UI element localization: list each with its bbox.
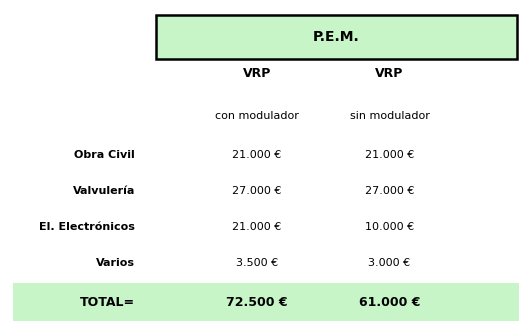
Text: VRP: VRP — [375, 67, 404, 80]
Text: 27.000 €: 27.000 € — [232, 186, 282, 196]
Text: Obra Civil: Obra Civil — [74, 150, 135, 160]
Text: 10.000 €: 10.000 € — [365, 222, 414, 232]
Text: VRP: VRP — [243, 67, 271, 80]
FancyBboxPatch shape — [156, 15, 517, 59]
Text: 3.000 €: 3.000 € — [368, 258, 411, 268]
Text: 72.500 €: 72.500 € — [226, 296, 288, 309]
Text: Valvulería: Valvulería — [73, 186, 135, 196]
Text: 21.000 €: 21.000 € — [233, 150, 281, 160]
Text: con modulador: con modulador — [215, 111, 299, 121]
Text: 21.000 €: 21.000 € — [233, 222, 281, 232]
Text: TOTAL=: TOTAL= — [80, 296, 135, 309]
Text: sin modulador: sin modulador — [350, 111, 429, 121]
Text: 61.000 €: 61.000 € — [359, 296, 420, 309]
Text: P.E.M.: P.E.M. — [313, 30, 360, 44]
Text: 27.000 €: 27.000 € — [365, 186, 414, 196]
FancyBboxPatch shape — [13, 283, 519, 321]
Text: 21.000 €: 21.000 € — [365, 150, 414, 160]
Text: 3.500 €: 3.500 € — [236, 258, 278, 268]
Text: Varios: Varios — [96, 258, 135, 268]
Text: El. Electrónicos: El. Electrónicos — [39, 222, 135, 232]
